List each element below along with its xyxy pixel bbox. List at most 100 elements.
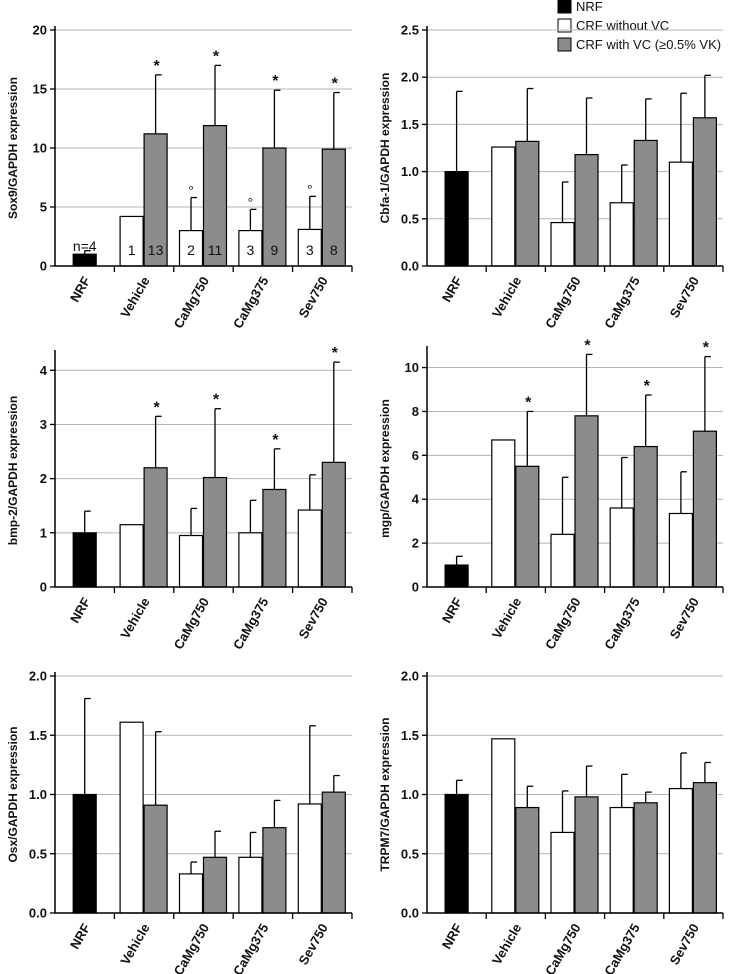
n-label: 1 xyxy=(128,242,136,258)
bar xyxy=(178,873,204,914)
x-tick-label: CaMg750 xyxy=(171,595,213,652)
bar xyxy=(550,831,575,914)
significance-star: * xyxy=(644,378,651,395)
y-tick-label: 2.0 xyxy=(401,70,419,85)
chart-panel-3: 0 1 2 3 4 * * * * NRF Vehicle CaMg750 CaMg375 Sev750 b… xyxy=(6,345,353,652)
y-axis-label: bmp-2/GAPDH expression xyxy=(6,396,20,545)
circle-marker: ° xyxy=(248,194,254,210)
x-tick-label: CaMg375 xyxy=(601,595,643,652)
bar xyxy=(574,415,599,588)
significance-star: * xyxy=(525,394,532,411)
y-axis-label: Osx/GAPDH expression xyxy=(6,726,20,862)
y-tick-label: 0 xyxy=(412,580,419,595)
bar xyxy=(515,140,540,267)
y-tick-label: 3 xyxy=(40,417,47,432)
y-tick-label: 4 xyxy=(40,363,48,378)
bar xyxy=(692,430,718,588)
y-tick-label: 0 xyxy=(40,259,47,274)
bar xyxy=(668,787,694,914)
bar xyxy=(72,793,97,914)
y-tick-label: 0.5 xyxy=(401,846,419,861)
x-tick-label: CaMg375 xyxy=(230,274,272,331)
legend-swatch-crf-with-vc xyxy=(557,37,572,52)
x-tick-label: NRF xyxy=(67,595,93,626)
bar xyxy=(444,793,469,914)
bar xyxy=(321,791,346,914)
y-tick-label: 1.5 xyxy=(401,117,419,132)
bar xyxy=(444,564,469,588)
y-tick-label: 10 xyxy=(33,141,47,156)
x-tick-label: CaMg750 xyxy=(171,274,213,331)
y-tick-label: 2.0 xyxy=(29,669,47,684)
y-tick-label: 0.0 xyxy=(29,906,47,921)
significance-star: * xyxy=(153,399,160,416)
y-tick-label: 4 xyxy=(412,492,420,507)
y-tick-label: 1.0 xyxy=(29,787,47,802)
bar xyxy=(574,154,599,267)
y-tick-label: 5 xyxy=(40,200,47,215)
chart-panel-2: 0.0 0.5 1.0 1.5 2.0 2.5 NRF Vehicle CaMg750 CaMg3… xyxy=(378,23,724,331)
n-label: 9 xyxy=(271,242,279,258)
circle-marker: ° xyxy=(307,181,313,197)
y-tick-label: 2.5 xyxy=(401,23,419,38)
y-tick-label: 1 xyxy=(40,525,47,540)
bar xyxy=(72,253,97,267)
y-tick-label: 10 xyxy=(405,360,419,375)
bar xyxy=(297,509,322,588)
x-tick-label: Sev750 xyxy=(667,274,702,320)
bar xyxy=(262,827,287,914)
legend: NRF CRF without VC CRF with VC (≥0.5% VK… xyxy=(557,0,721,52)
y-tick-label: 1.0 xyxy=(401,787,419,802)
y-tick-label: 2 xyxy=(412,536,419,551)
bar xyxy=(143,804,168,914)
y-axis-label: Sox9/GAPDH expression xyxy=(6,77,20,219)
x-tick-label: Vehicle xyxy=(489,595,524,641)
x-tick-label: CaMg750 xyxy=(542,274,584,331)
x-tick-label: Vehicle xyxy=(117,274,152,320)
y-tick-label: 20 xyxy=(33,23,47,38)
x-tick-label: NRF xyxy=(439,595,465,626)
x-tick-label: Vehicle xyxy=(489,274,524,320)
y-tick-label: 0.5 xyxy=(401,211,419,226)
chart-panel-4: 0 2 4 6 8 10 * * * * NRF Vehicle CaMg750 CaMg375 Sev75… xyxy=(378,337,724,652)
bar xyxy=(238,856,263,914)
y-axis-label: TRPM7/GAPDH expression xyxy=(378,717,392,871)
x-tick-label: Sev750 xyxy=(667,595,702,641)
x-tick-label: NRF xyxy=(67,274,93,305)
y-tick-label: 2 xyxy=(40,471,47,486)
bar xyxy=(574,796,599,914)
bar xyxy=(491,738,516,914)
n-label: 8 xyxy=(330,242,338,258)
bar xyxy=(262,488,287,588)
n-label: 3 xyxy=(306,242,314,258)
chart-panel-5: 0.0 0.5 1.0 1.5 2.0 NRF Vehicle CaMg750 CaMg375 S… xyxy=(6,669,353,974)
y-tick-label: 0.5 xyxy=(29,846,47,861)
bar xyxy=(609,202,634,267)
x-tick-label: Sev750 xyxy=(295,921,330,967)
y-tick-label: 2.0 xyxy=(401,669,419,684)
y-axis-label: Cbfa-1/GAPDH expression xyxy=(378,73,392,224)
bar xyxy=(321,461,346,588)
bar xyxy=(692,782,718,914)
bar xyxy=(202,476,228,588)
significance-star: * xyxy=(153,58,160,75)
significance-star: * xyxy=(272,432,279,449)
bar xyxy=(444,171,469,267)
y-tick-label: 8 xyxy=(412,404,419,419)
bar xyxy=(550,533,575,588)
chart-panel-6: 0.0 0.5 1.0 1.5 2.0 NRF Vehicle CaMg750 CaMg375 S… xyxy=(378,669,724,974)
y-tick-label: 0.0 xyxy=(401,906,419,921)
bar xyxy=(178,534,204,588)
bar xyxy=(515,465,540,588)
x-tick-label: CaMg750 xyxy=(171,921,213,974)
bar xyxy=(238,532,263,588)
bar xyxy=(668,161,694,267)
x-tick-label: Sev750 xyxy=(295,274,330,320)
x-tick-label: CaMg375 xyxy=(601,274,643,331)
significance-star: * xyxy=(332,345,339,362)
bar xyxy=(609,507,634,588)
significance-star: * xyxy=(703,340,710,357)
y-tick-label: 15 xyxy=(33,82,47,97)
bar xyxy=(202,856,228,914)
